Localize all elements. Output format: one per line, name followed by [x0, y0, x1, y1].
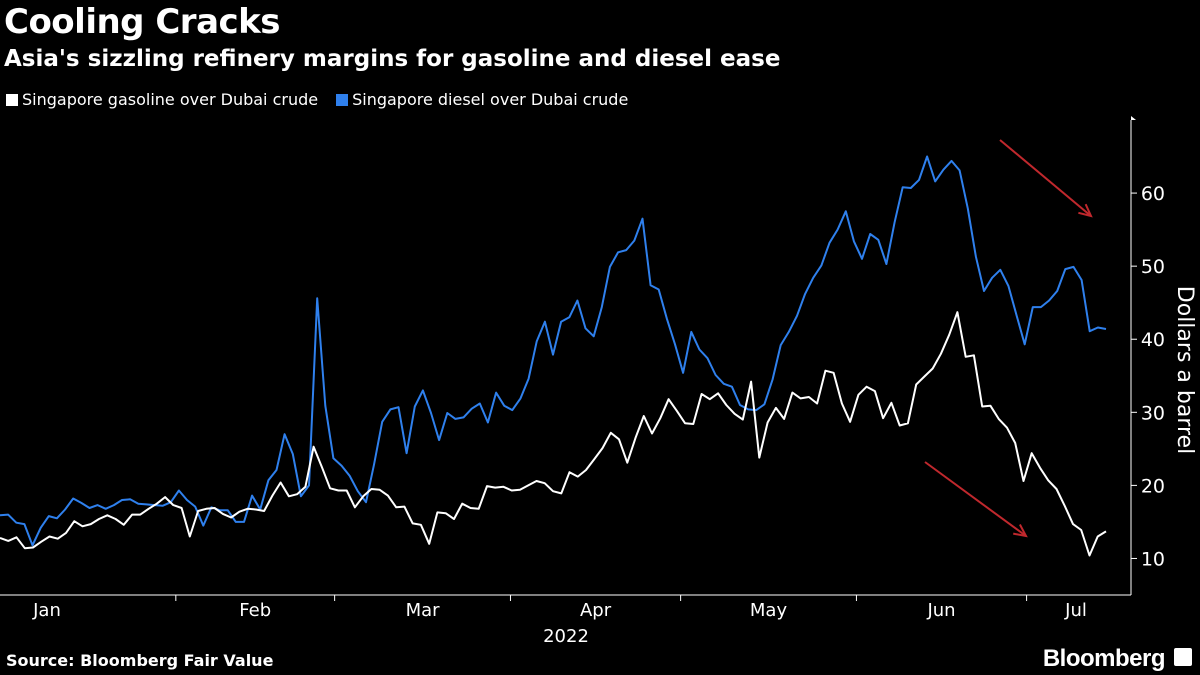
chart-subtitle: Asia's sizzling refinery margins for gas… [4, 46, 781, 72]
y-tick-label: 50 [1141, 256, 1165, 278]
legend-swatch-diesel [336, 93, 349, 106]
axes: 10 20 30 40 50 60 Dollars a barrel Jan Feb Mar Apr… [0, 116, 1197, 647]
bloomberg-icon [1174, 648, 1192, 666]
y-tick-label: 20 [1141, 475, 1165, 497]
x-tick-label: Jun [926, 600, 955, 621]
legend-item-diesel: Singapore diesel over Dubai crude [336, 90, 628, 109]
x-tick-label: May [750, 600, 788, 621]
x-axis-year-label: 2022 [543, 626, 589, 647]
legend: Singapore gasoline over Dubai crude Sing… [6, 90, 628, 109]
trend-arrows [924, 139, 1093, 538]
x-tick-label: Mar [406, 600, 441, 621]
legend-item-gasoline: Singapore gasoline over Dubai crude [6, 90, 318, 109]
y-tick-label: 40 [1141, 329, 1165, 351]
trend-arrow [999, 139, 1092, 217]
chart-title: Cooling Cracks [4, 2, 281, 42]
trend-arrow [924, 461, 1027, 537]
bloomberg-logo: Bloomberg [1042, 645, 1166, 672]
x-tick-label: Jan [32, 600, 61, 621]
y-tick-label: 10 [1141, 548, 1165, 570]
diesel-series-line [0, 155, 1107, 547]
y-axis-top-marker [1131, 116, 1136, 120]
x-tick-label: Jul [1064, 600, 1087, 621]
source-note: Source: Bloomberg Fair Value [6, 651, 274, 670]
y-tick-label: 60 [1141, 183, 1165, 205]
y-tick-label: 30 [1141, 402, 1165, 424]
legend-label-diesel: Singapore diesel over Dubai crude [352, 90, 629, 109]
gasoline-series-line [0, 311, 1107, 557]
x-tick-label: Apr [580, 600, 612, 621]
legend-label-gasoline: Singapore gasoline over Dubai crude [22, 90, 319, 109]
legend-swatch-gasoline [6, 93, 18, 106]
trend-arrow-head [1078, 203, 1093, 218]
series-lines [0, 155, 1107, 557]
y-axis-title: Dollars a barrel [1172, 286, 1197, 454]
x-tick-label: Feb [239, 600, 271, 621]
trend-arrow-head [1013, 524, 1028, 538]
